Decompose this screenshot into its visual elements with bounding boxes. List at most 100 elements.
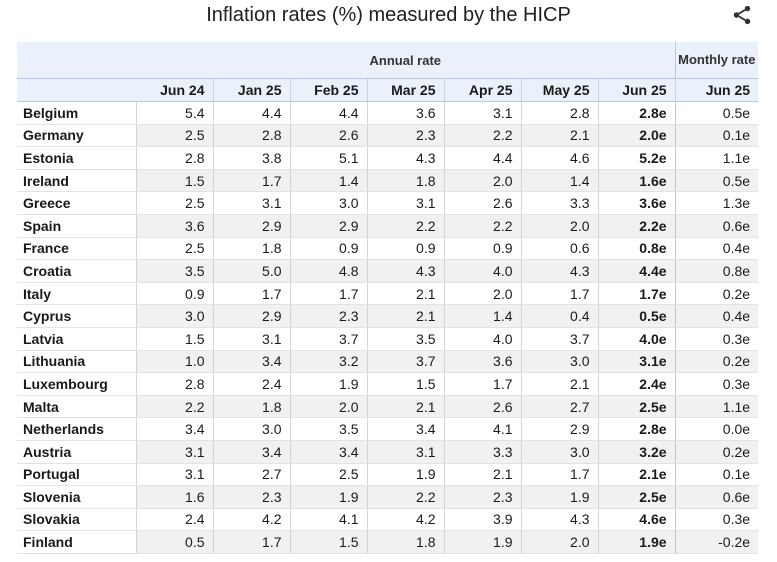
value-cell: 2.3 xyxy=(367,124,445,148)
value-cell: 2.9 xyxy=(213,304,291,328)
page-title: Inflation rates (%) measured by the HICP xyxy=(206,4,571,26)
value-cell: 4.6 xyxy=(521,146,599,170)
column-header: Feb 25 xyxy=(290,78,368,102)
value-cell: 5.0 xyxy=(213,259,291,283)
value-cell: 4.4 xyxy=(444,146,522,170)
value-cell: 2.8e xyxy=(598,417,676,441)
value-cell: -0.2e xyxy=(675,530,759,554)
value-cell: 1.7 xyxy=(213,282,291,306)
value-cell: 2.8 xyxy=(136,372,214,396)
table-row: Belgium 5.4 4.4 4.4 3.6 3.1 2.8 2.8e 0.5e xyxy=(17,101,759,125)
value-cell: 4.4 xyxy=(213,101,291,125)
value-cell: 1.0 xyxy=(136,350,214,374)
value-cell: 1.9 xyxy=(290,372,368,396)
value-cell: 1.5 xyxy=(367,372,445,396)
value-cell: 4.6e xyxy=(598,508,676,532)
table-row: Ireland 1.5 1.7 1.4 1.8 2.0 1.4 1.6e 0.5e xyxy=(17,169,759,193)
value-cell: 3.1e xyxy=(598,350,676,374)
value-cell: 2.2 xyxy=(367,485,445,509)
country-cell: Lithuania xyxy=(17,350,137,374)
value-cell: 4.3 xyxy=(521,508,599,532)
value-cell: 1.4 xyxy=(521,169,599,193)
value-cell: 0.2e xyxy=(675,350,759,374)
value-cell: 2.9 xyxy=(213,214,291,238)
value-cell: 1.8 xyxy=(213,237,291,261)
value-cell: 2.0 xyxy=(444,169,522,193)
share-icon[interactable] xyxy=(731,4,753,26)
value-cell: 0.6e xyxy=(675,485,759,509)
value-cell: 4.1 xyxy=(444,417,522,441)
value-cell: 3.7 xyxy=(290,327,368,351)
country-cell: Cyprus xyxy=(17,304,137,328)
value-cell: 3.1 xyxy=(444,101,522,125)
country-cell: Slovenia xyxy=(17,485,137,509)
value-cell: 2.7 xyxy=(213,463,291,487)
country-cell: Estonia xyxy=(17,146,137,170)
value-cell: 2.4 xyxy=(136,508,214,532)
country-cell: Malta xyxy=(17,395,137,419)
value-cell: 2.5 xyxy=(136,124,214,148)
country-cell: Finland xyxy=(17,530,137,554)
value-cell: 1.3e xyxy=(675,191,759,215)
table-row: Lithuania 1.0 3.4 3.2 3.7 3.6 3.0 3.1e 0.2e xyxy=(17,350,759,374)
value-cell: 1.1e xyxy=(675,146,759,170)
table-row: Finland 0.5 1.7 1.5 1.8 1.9 2.0 1.9e -0.2e xyxy=(17,530,759,554)
value-cell: 2.5 xyxy=(136,191,214,215)
value-cell: 2.6 xyxy=(290,124,368,148)
value-cell: 3.6 xyxy=(444,350,522,374)
country-cell: Portugal xyxy=(17,463,137,487)
value-cell: 3.2e xyxy=(598,440,676,464)
value-cell: 1.7e xyxy=(598,282,676,306)
value-cell: 4.2 xyxy=(367,508,445,532)
value-cell: 0.3e xyxy=(675,508,759,532)
value-cell: 3.1 xyxy=(136,463,214,487)
value-cell: 3.1 xyxy=(213,191,291,215)
value-cell: 1.6 xyxy=(136,485,214,509)
column-header-country xyxy=(17,78,136,102)
value-cell: 0.9 xyxy=(444,237,522,261)
value-cell: 1.4 xyxy=(444,304,522,328)
country-cell: Germany xyxy=(17,124,137,148)
value-cell: 0.4e xyxy=(675,237,759,261)
value-cell: 3.0 xyxy=(521,440,599,464)
value-cell: 5.1 xyxy=(290,146,368,170)
value-cell: 0.9 xyxy=(290,237,368,261)
value-cell: 3.6 xyxy=(367,101,445,125)
value-cell: 1.4 xyxy=(290,169,368,193)
value-cell: 4.0 xyxy=(444,259,522,283)
value-cell: 2.1 xyxy=(521,372,599,396)
value-cell: 2.9 xyxy=(521,417,599,441)
value-cell: 1.8 xyxy=(213,395,291,419)
table-row: Latvia 1.5 3.1 3.7 3.5 4.0 3.7 4.0e 0.3e xyxy=(17,327,759,351)
value-cell: 2.8 xyxy=(213,124,291,148)
value-cell: 2.5 xyxy=(290,463,368,487)
value-cell: 2.2 xyxy=(444,124,522,148)
table-row: France 2.5 1.8 0.9 0.9 0.9 0.6 0.8e 0.4e xyxy=(17,237,759,261)
value-cell: 2.1e xyxy=(598,463,676,487)
value-cell: 4.0e xyxy=(598,327,676,351)
value-cell: 0.8e xyxy=(675,259,759,283)
value-cell: 2.7 xyxy=(521,395,599,419)
table-row: Netherlands 3.4 3.0 3.5 3.4 4.1 2.9 2.8e 0.0e xyxy=(17,417,759,441)
value-cell: 2.3 xyxy=(290,304,368,328)
value-cell: 2.1 xyxy=(367,282,445,306)
monthly-rate-header: Monthly rate xyxy=(675,42,759,79)
country-cell: Ireland xyxy=(17,169,137,193)
value-cell: 4.1 xyxy=(290,508,368,532)
value-cell: 2.5e xyxy=(598,395,676,419)
value-cell: 0.1e xyxy=(675,463,759,487)
value-cell: 2.3 xyxy=(444,485,522,509)
value-cell: 2.8e xyxy=(598,101,676,125)
table-row: Greece 2.5 3.1 3.0 3.1 2.6 3.3 3.6e 1.3e xyxy=(17,191,759,215)
value-cell: 2.4e xyxy=(598,372,676,396)
value-cell: 3.7 xyxy=(367,350,445,374)
value-cell: 2.0 xyxy=(521,214,599,238)
value-cell: 4.2 xyxy=(213,508,291,532)
table-body: Belgium 5.4 4.4 4.4 3.6 3.1 2.8 2.8e 0.5e Germany… xyxy=(17,101,759,554)
table-row: Cyprus 3.0 2.9 2.3 2.1 1.4 0.4 0.5e 0.4e xyxy=(17,304,759,328)
table-row: Italy 0.9 1.7 1.7 2.1 2.0 1.7 1.7e 0.2e xyxy=(17,282,759,306)
value-cell: 0.8e xyxy=(598,237,676,261)
value-cell: 2.1 xyxy=(367,304,445,328)
value-cell: 1.9 xyxy=(367,463,445,487)
country-cell: Croatia xyxy=(17,259,137,283)
